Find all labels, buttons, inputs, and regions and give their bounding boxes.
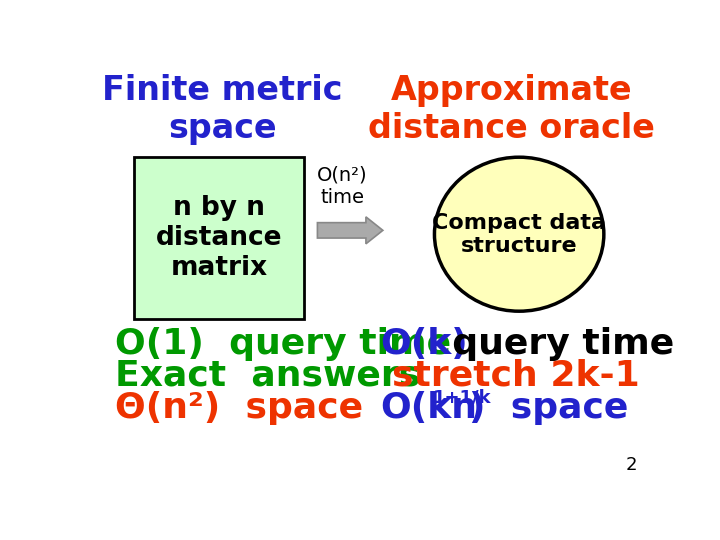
Text: O(1)  query time: O(1) query time — [115, 327, 451, 361]
Text: 2: 2 — [626, 456, 637, 475]
Text: Finite metric
space: Finite metric space — [102, 74, 343, 145]
Text: Exact  answers: Exact answers — [115, 359, 420, 393]
Text: Compact data
structure: Compact data structure — [432, 213, 606, 256]
FancyArrow shape — [318, 217, 383, 244]
Text: Approximate
distance oracle: Approximate distance oracle — [368, 74, 655, 145]
Text: O(kn: O(kn — [381, 391, 477, 425]
Text: 1+1/k: 1+1/k — [433, 388, 492, 407]
Text: )  space: ) space — [469, 391, 629, 425]
FancyBboxPatch shape — [134, 157, 304, 319]
Text: n by n
distance
matrix: n by n distance matrix — [156, 195, 282, 281]
Text: stretch 2k-1: stretch 2k-1 — [392, 359, 640, 393]
Text: O(k): O(k) — [381, 327, 468, 361]
Ellipse shape — [434, 157, 604, 311]
Text: query time: query time — [427, 327, 674, 361]
Text: Θ(n²)  space: Θ(n²) space — [115, 391, 363, 425]
Text: O(n²)
time: O(n²) time — [317, 166, 367, 207]
